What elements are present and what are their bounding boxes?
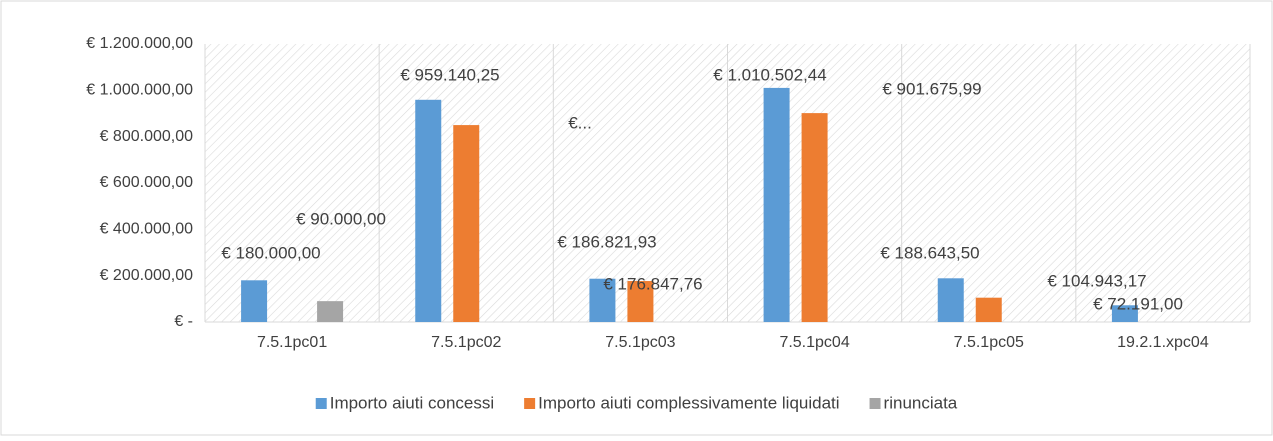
legend-swatch [869, 398, 881, 409]
bar [589, 278, 616, 322]
bar [317, 301, 344, 322]
data-label: € 180.000,00 [221, 243, 320, 262]
bar [937, 278, 964, 322]
data-label: € 72.191,00 [1093, 294, 1183, 313]
data-label: € 188.643,50 [880, 243, 979, 262]
data-label: € 901.675,99 [882, 79, 981, 98]
y-tick-label: € 600.000,00 [100, 174, 194, 191]
bar [801, 113, 828, 323]
bar [763, 87, 790, 322]
legend-swatch [315, 398, 327, 409]
legend-label: Importo aiuti concessi [330, 393, 494, 412]
data-label: € 176.847,76 [603, 274, 702, 293]
legend-label: rinunciata [884, 393, 958, 412]
x-tick-label: 7.5.1pc01 [257, 334, 327, 351]
legend-swatch [524, 398, 536, 409]
bar [1111, 305, 1138, 322]
y-tick-label: € 400.000,00 [100, 221, 194, 238]
legend-label: Importo aiuti complessivamente liquidati [538, 393, 839, 412]
data-label: € 90.000,00 [296, 209, 386, 228]
y-tick-label: € - [174, 313, 193, 330]
data-label: € 186.821,93 [557, 232, 656, 251]
data-label: €... [568, 113, 592, 132]
y-tick-label: € 800.000,00 [100, 128, 194, 145]
bar [975, 297, 1002, 322]
data-label: € 959.140,25 [400, 65, 499, 84]
bar [241, 280, 268, 322]
x-tick-label: 7.5.1pc05 [954, 334, 1024, 351]
y-tick-label: € 1.200.000,00 [86, 35, 193, 52]
y-tick-label: € 200.000,00 [100, 267, 194, 284]
bar [415, 99, 442, 322]
x-tick-label: 7.5.1pc04 [779, 334, 849, 351]
x-tick-label: 19.2.1.xpc04 [1117, 334, 1209, 351]
bar [453, 125, 480, 322]
x-tick-label: 7.5.1pc02 [431, 334, 501, 351]
data-label: € 104.943,17 [1047, 271, 1146, 290]
data-label: € 1.010.502,44 [713, 65, 826, 84]
x-tick-label: 7.5.1pc03 [605, 334, 675, 351]
y-tick-label: € 1.000.000,00 [86, 82, 193, 99]
bar [627, 281, 654, 322]
